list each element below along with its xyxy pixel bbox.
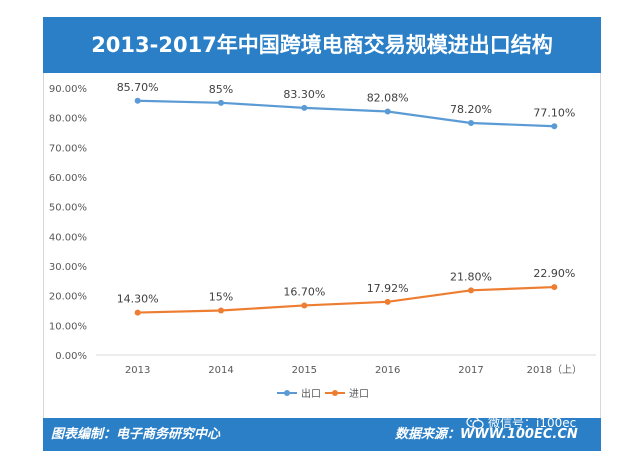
export-point — [134, 97, 141, 104]
x-tick-label: 2016 — [375, 365, 400, 376]
export-data-label: 83.30% — [283, 88, 325, 101]
export-data-label: 77.10% — [533, 106, 575, 119]
y-tick-label: 20.00% — [49, 292, 87, 303]
import-data-label: 17.92% — [367, 282, 409, 295]
y-tick-label: 10.00% — [49, 321, 87, 332]
legend-import-marker — [332, 390, 338, 396]
y-tick-label: 40.00% — [49, 232, 87, 243]
export-data-label: 78.20% — [450, 103, 492, 116]
chart-footer: 图表编制：电子商务研究中心 数据来源：WWW.100EC.CN — [43, 418, 601, 451]
y-tick-label: 30.00% — [49, 262, 87, 273]
export-data-label: 85% — [209, 83, 233, 96]
import-data-label: 14.30% — [117, 293, 159, 306]
legend-import-label: 进口 — [349, 388, 369, 400]
x-tick-label: 2015 — [292, 365, 317, 376]
footer-compiler: 图表编制：电子商务研究中心 — [51, 427, 221, 442]
y-tick-label: 80.00% — [49, 114, 87, 125]
export-point — [218, 99, 224, 106]
watermark-text: 微信号：i100ec — [488, 416, 577, 430]
import-point — [384, 298, 391, 305]
chart-frame — [43, 17, 601, 451]
import-point — [551, 284, 558, 291]
x-tick-label: 2014 — [208, 365, 233, 376]
y-axis: 0.00% 10.00% 20.00% 30.00% 40.00% 50.00% 60.00… — [49, 84, 87, 362]
import-data-label: 15% — [209, 291, 233, 304]
export-data-label: 85.70% — [117, 81, 159, 94]
x-axis: 2013 2014 2015 2016 2017 2018（上） — [96, 354, 596, 376]
export-point — [468, 120, 474, 127]
import-point — [468, 287, 474, 294]
x-tick-label: 2017 — [458, 365, 483, 376]
legend-export-marker — [284, 390, 290, 396]
legend: 出口 进口 — [277, 387, 369, 400]
footer-source: 数据来源：WWW.100EC.CN — [395, 418, 578, 451]
import-point — [218, 307, 224, 314]
export-data-label: 82.08% — [367, 91, 409, 104]
y-tick-label: 0.00% — [55, 351, 87, 362]
x-tick-label: 2018（上） — [527, 364, 582, 376]
legend-export-label: 出口 — [301, 387, 321, 400]
export-point — [384, 108, 391, 115]
y-tick-label: 50.00% — [49, 203, 87, 214]
wechat-icon — [466, 416, 484, 430]
y-tick-label: 60.00% — [49, 173, 87, 184]
chart-header: 2013-2017年中国跨境电商交易规模进出口结构 — [43, 17, 601, 73]
export-point — [551, 123, 558, 130]
wechat-watermark: 微信号：i100ec — [466, 413, 576, 433]
y-tick-label: 90.00% — [49, 84, 87, 95]
import-line — [137, 285, 555, 314]
x-tick-label: 2013 — [125, 365, 150, 376]
footer-source-url: WWW.100EC.CN — [460, 427, 578, 442]
import-point — [134, 309, 141, 316]
import-point — [301, 302, 308, 309]
import-data-label: 21.80% — [450, 270, 492, 283]
y-tick-label: 70.00% — [49, 143, 87, 154]
footer-source-label: 数据来源： — [395, 427, 461, 442]
import-data-label: 16.70% — [283, 285, 325, 298]
series-group: 85.70% 85% 83.30% 82.08% 78.20% 77.10% 14.30% 1… — [117, 81, 575, 316]
import-data-label: 22.90% — [533, 267, 575, 280]
export-line — [137, 99, 555, 128]
chart-title: 2013-2017年中国跨境电商交易规模进出口结构 — [91, 33, 553, 57]
export-point — [301, 104, 308, 111]
